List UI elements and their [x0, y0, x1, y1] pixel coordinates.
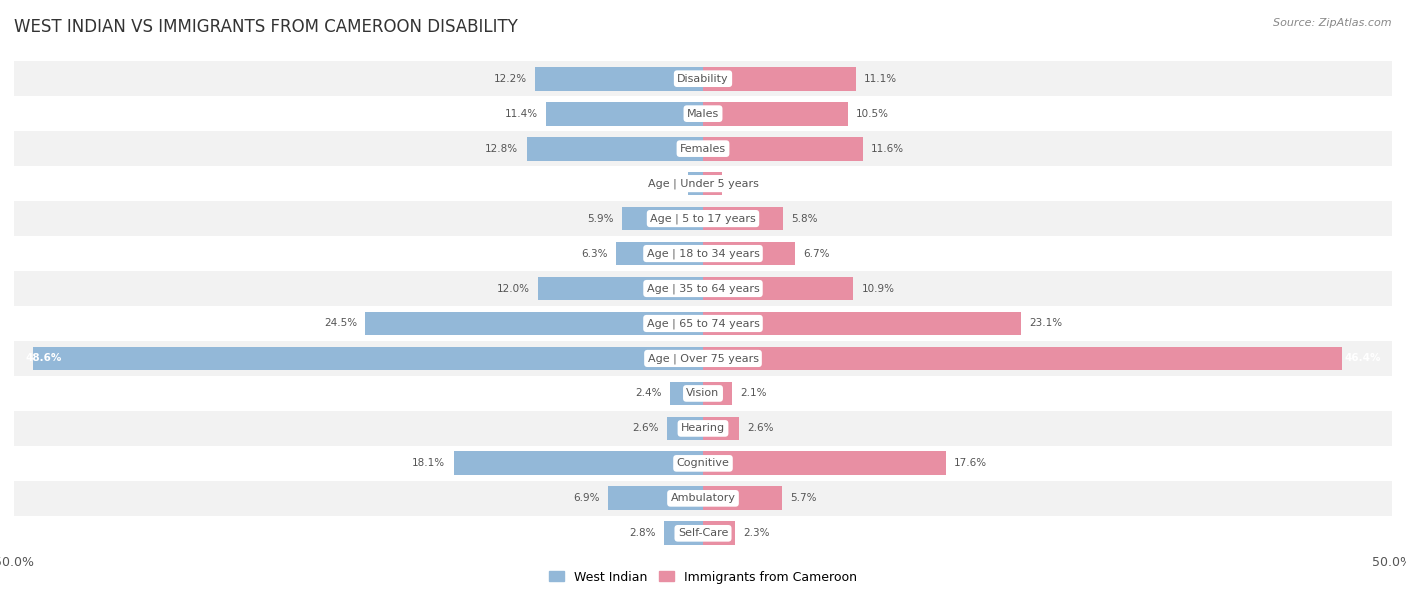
Bar [14, 376, 1392, 411]
Text: 6.3%: 6.3% [582, 248, 607, 258]
Bar [703, 136, 863, 160]
Bar [703, 67, 856, 91]
Text: Females: Females [681, 144, 725, 154]
Text: 2.6%: 2.6% [747, 424, 773, 433]
Bar [14, 96, 1392, 131]
Text: 2.8%: 2.8% [630, 528, 657, 539]
Bar [366, 312, 703, 335]
Text: Age | 5 to 17 years: Age | 5 to 17 years [650, 214, 756, 224]
Bar [703, 207, 783, 231]
Bar [14, 201, 1392, 236]
Text: 11.1%: 11.1% [865, 73, 897, 84]
Text: 11.6%: 11.6% [872, 144, 904, 154]
Bar [14, 271, 1392, 306]
Bar [703, 172, 723, 195]
Bar [668, 417, 703, 440]
Bar [703, 312, 1021, 335]
Bar [546, 102, 703, 125]
Bar [665, 521, 703, 545]
Text: 12.8%: 12.8% [485, 144, 519, 154]
Text: 12.0%: 12.0% [496, 283, 530, 294]
Bar [669, 381, 703, 405]
Text: Vision: Vision [686, 389, 720, 398]
Bar [14, 341, 1392, 376]
Text: Age | Over 75 years: Age | Over 75 years [648, 353, 758, 364]
Bar [703, 521, 735, 545]
Bar [616, 242, 703, 266]
Text: 46.4%: 46.4% [1344, 354, 1381, 364]
Text: Age | Under 5 years: Age | Under 5 years [648, 178, 758, 189]
Bar [703, 346, 1343, 370]
Bar [14, 166, 1392, 201]
Text: 10.5%: 10.5% [856, 109, 889, 119]
Text: 2.6%: 2.6% [633, 424, 659, 433]
Text: Males: Males [688, 109, 718, 119]
Text: Age | 18 to 34 years: Age | 18 to 34 years [647, 248, 759, 259]
Bar [703, 242, 796, 266]
Bar [703, 452, 945, 476]
Text: 48.6%: 48.6% [25, 354, 62, 364]
Bar [14, 131, 1392, 166]
Text: 6.9%: 6.9% [574, 493, 599, 503]
Text: 1.1%: 1.1% [652, 179, 679, 188]
Text: 24.5%: 24.5% [323, 318, 357, 329]
Bar [14, 481, 1392, 516]
Text: 2.4%: 2.4% [636, 389, 662, 398]
Bar [703, 487, 782, 510]
Text: Self-Care: Self-Care [678, 528, 728, 539]
Bar [14, 446, 1392, 481]
Text: 18.1%: 18.1% [412, 458, 446, 468]
Text: 2.1%: 2.1% [740, 389, 766, 398]
Text: 2.3%: 2.3% [742, 528, 769, 539]
Text: 12.2%: 12.2% [494, 73, 527, 84]
Bar [537, 277, 703, 300]
Text: Hearing: Hearing [681, 424, 725, 433]
Text: WEST INDIAN VS IMMIGRANTS FROM CAMEROON DISABILITY: WEST INDIAN VS IMMIGRANTS FROM CAMEROON … [14, 18, 517, 36]
Text: Ambulatory: Ambulatory [671, 493, 735, 503]
Bar [703, 381, 733, 405]
Bar [14, 516, 1392, 551]
Text: Disability: Disability [678, 73, 728, 84]
Legend: West Indian, Immigrants from Cameroon: West Indian, Immigrants from Cameroon [544, 565, 862, 589]
Text: 5.8%: 5.8% [792, 214, 818, 223]
Text: 17.6%: 17.6% [953, 458, 987, 468]
Text: Source: ZipAtlas.com: Source: ZipAtlas.com [1274, 18, 1392, 28]
Bar [688, 172, 703, 195]
Bar [527, 136, 703, 160]
Bar [34, 346, 703, 370]
Text: Age | 65 to 74 years: Age | 65 to 74 years [647, 318, 759, 329]
Bar [14, 236, 1392, 271]
Text: 23.1%: 23.1% [1029, 318, 1063, 329]
Text: 11.4%: 11.4% [505, 109, 537, 119]
Text: Cognitive: Cognitive [676, 458, 730, 468]
Text: 1.4%: 1.4% [731, 179, 756, 188]
Bar [14, 411, 1392, 446]
Bar [14, 61, 1392, 96]
Text: 10.9%: 10.9% [862, 283, 894, 294]
Bar [703, 277, 853, 300]
Text: Age | 35 to 64 years: Age | 35 to 64 years [647, 283, 759, 294]
Text: 6.7%: 6.7% [804, 248, 830, 258]
Bar [534, 67, 703, 91]
Bar [621, 207, 703, 231]
Text: 5.7%: 5.7% [790, 493, 817, 503]
Bar [607, 487, 703, 510]
Text: 5.9%: 5.9% [586, 214, 613, 223]
Bar [14, 306, 1392, 341]
Bar [454, 452, 703, 476]
Bar [703, 102, 848, 125]
Bar [703, 417, 738, 440]
